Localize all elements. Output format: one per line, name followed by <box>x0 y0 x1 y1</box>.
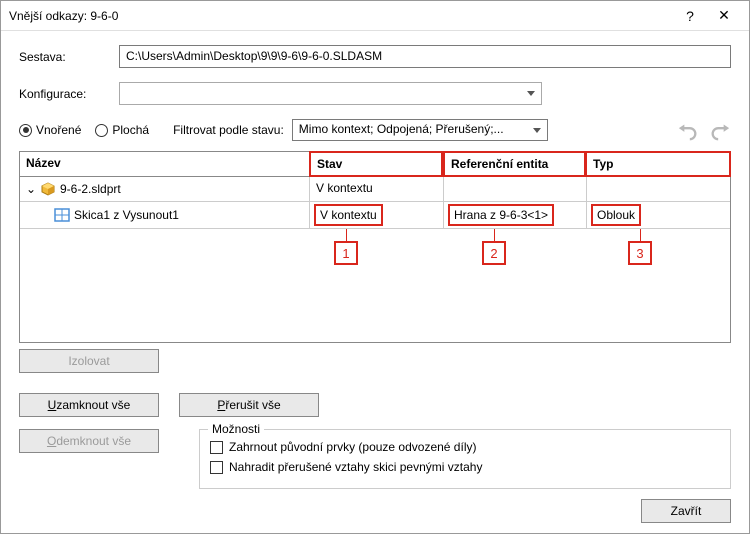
options-group: Možnosti Zahrnout původní prvky (pouze o… <box>199 429 731 489</box>
window-title: Vnější odkazy: 9-6-0 <box>9 9 673 23</box>
row-ref <box>444 177 587 201</box>
callout-1: 1 <box>334 241 358 265</box>
flat-label: Plochá <box>112 123 149 137</box>
opt2-label: Nahradit přerušené vztahy skici pevnými … <box>229 460 482 474</box>
col-state[interactable]: Stav <box>309 151 443 177</box>
part-icon <box>40 181 56 197</box>
references-table: Název Stav Referenční entita Typ ⌄ 9-6-2… <box>19 151 731 343</box>
radio-icon <box>95 124 108 137</box>
config-select[interactable] <box>119 82 542 105</box>
assembly-label: Sestava: <box>19 50 119 64</box>
close-button[interactable]: Zavřít <box>641 499 731 523</box>
row-state: V kontextu <box>314 204 383 226</box>
callout-3: 3 <box>628 241 652 265</box>
lock-all-button[interactable]: Uzamknout vše <box>19 393 159 417</box>
callout-row: 1 2 3 <box>20 229 730 269</box>
chevron-down-icon[interactable]: ⌄ <box>26 182 36 196</box>
callout-2: 2 <box>482 241 506 265</box>
opt1-label: Zahrnout původní prvky (pouze odvozené d… <box>229 440 476 454</box>
row-type <box>587 177 730 201</box>
undo-icon[interactable] <box>677 119 699 141</box>
sketch-icon <box>54 208 70 222</box>
footer: Zavřít <box>641 499 731 523</box>
row-type: Oblouk <box>591 204 641 226</box>
unlock-all-button[interactable]: Odemknout vše <box>19 429 159 453</box>
filter-value: Mimo kontext; Odpojená; Přerušený;... <box>299 122 504 136</box>
history-buttons <box>677 119 731 141</box>
content: Sestava: C:\Users\Admin\Desktop\9\9\9-6\… <box>1 31 749 503</box>
row-name: Skica1 z Vysunout1 <box>74 208 179 222</box>
col-type[interactable]: Typ <box>585 151 731 177</box>
redo-icon[interactable] <box>709 119 731 141</box>
filter-select[interactable]: Mimo kontext; Odpojená; Přerušený;... <box>292 119 548 141</box>
radio-dot-icon <box>19 124 32 137</box>
external-references-dialog: Vnější odkazy: 9-6-0 ? ✕ Sestava: C:\Use… <box>0 0 750 534</box>
break-all-button[interactable]: Přerušit vše <box>179 393 319 417</box>
opt-replace-broken[interactable]: Nahradit přerušené vztahy skici pevnými … <box>210 460 720 474</box>
table-header: Název Stav Referenční entita Typ <box>20 152 730 177</box>
assembly-path[interactable]: C:\Users\Admin\Desktop\9\9\9-6\9-6-0.SLD… <box>119 45 731 68</box>
row-state: V kontextu <box>310 177 444 201</box>
col-ref[interactable]: Referenční entita <box>443 151 586 177</box>
config-label: Konfigurace: <box>19 87 119 101</box>
help-button[interactable]: ? <box>673 1 707 31</box>
col-name[interactable]: Název <box>20 152 310 176</box>
table-row[interactable]: ⌄ 9-6-2.sldprt V kontextu <box>20 177 730 202</box>
titlebar: Vnější odkazy: 9-6-0 ? ✕ <box>1 1 749 31</box>
row-name: 9-6-2.sldprt <box>60 182 121 196</box>
table-row[interactable]: Skica1 z Vysunout1 V kontextu Hrana z 9-… <box>20 202 730 229</box>
nested-label: Vnořené <box>36 123 81 137</box>
opt-include-original[interactable]: Zahrnout původní prvky (pouze odvozené d… <box>210 440 720 454</box>
flat-radio[interactable]: Plochá <box>95 123 149 137</box>
checkbox-icon <box>210 441 223 454</box>
nested-radio[interactable]: Vnořené <box>19 123 81 137</box>
isolate-button[interactable]: Izolovat <box>19 349 159 373</box>
row-ref: Hrana z 9-6-3<1> <box>448 204 554 226</box>
close-icon[interactable]: ✕ <box>707 1 741 31</box>
checkbox-icon <box>210 461 223 474</box>
filter-label: Filtrovat podle stavu: <box>173 123 284 137</box>
options-title: Možnosti <box>208 422 264 436</box>
